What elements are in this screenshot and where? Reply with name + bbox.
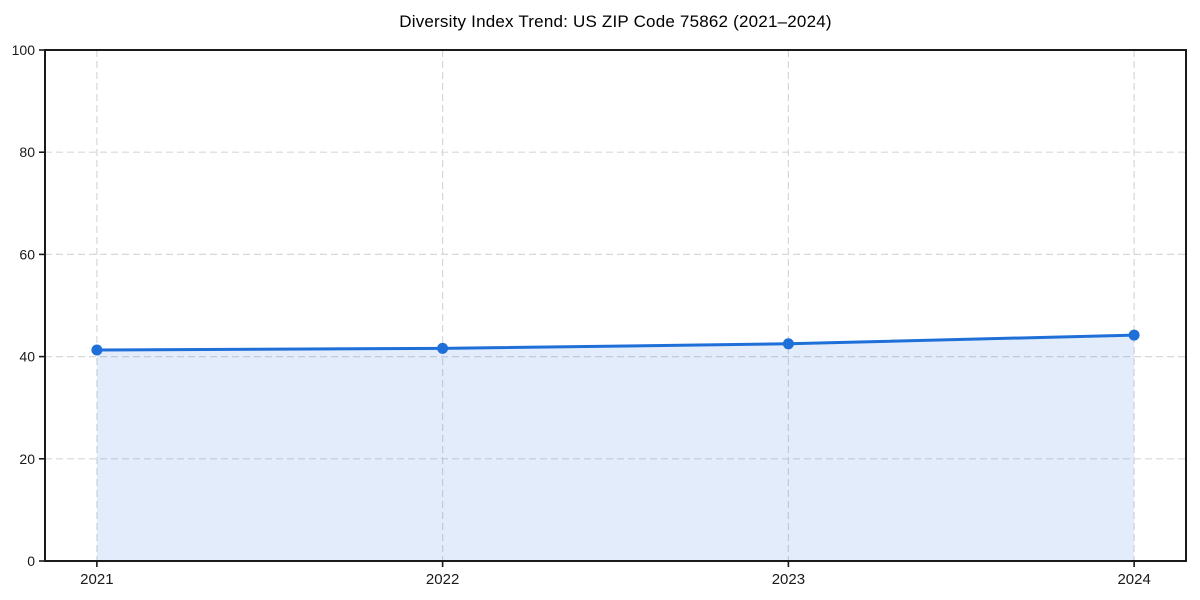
- data-point-marker: [437, 342, 449, 354]
- y-tick-label: 80: [19, 144, 35, 160]
- x-tick-label: 2021: [80, 571, 113, 588]
- x-tick-label: 2022: [426, 571, 459, 588]
- x-tick-label: 2024: [1117, 571, 1150, 588]
- area-fill: [96, 335, 1135, 561]
- y-tick-label: 100: [12, 42, 36, 58]
- y-tick-label: 60: [19, 246, 35, 262]
- data-point-marker: [1128, 329, 1140, 341]
- x-tick-label: 2023: [772, 571, 805, 588]
- y-tick-label: 0: [27, 553, 35, 569]
- chart-title: Diversity Index Trend: US ZIP Code 75862…: [399, 12, 832, 31]
- y-tick-label: 40: [19, 349, 35, 365]
- axes-spines: [44, 49, 1187, 562]
- data-point-marker: [782, 338, 794, 350]
- trend-line: [95, 333, 1136, 352]
- data-point-marker: [91, 344, 103, 356]
- y-tick-label: 20: [19, 451, 35, 467]
